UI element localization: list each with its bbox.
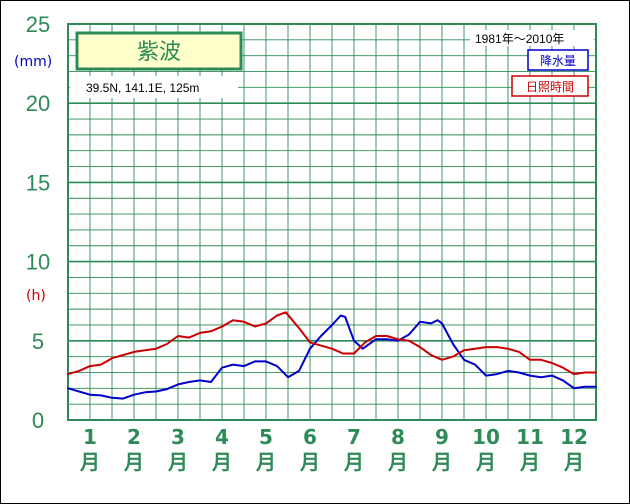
y-tick-label: 0 bbox=[32, 408, 44, 433]
legend-sunshine: 日照時間 bbox=[526, 80, 574, 94]
x-tick-label-suffix: 月 bbox=[519, 450, 540, 474]
y-tick-label: 15 bbox=[26, 170, 50, 195]
series-lines bbox=[67, 311, 597, 400]
x-tick-label-suffix: 月 bbox=[431, 450, 452, 474]
unit-label-h: (h) bbox=[26, 288, 46, 304]
station-name-box bbox=[75, 31, 243, 71]
y-tick-labels: 0 5 10 15 20 25 bbox=[26, 12, 50, 433]
location-text: 39.5N, 141.1E, 125m bbox=[86, 81, 199, 95]
grid-minor-lines bbox=[68, 24, 596, 420]
y-tick-label: 5 bbox=[32, 329, 44, 354]
x-tick-label-suffix: 月 bbox=[255, 450, 276, 474]
series-line-sunshine bbox=[67, 311, 597, 376]
x-tick-label-month: 12 bbox=[560, 425, 588, 449]
legend-sunshine-box bbox=[511, 75, 589, 97]
x-tick-label-month: 8 bbox=[391, 425, 405, 449]
x-tick-label-suffix: 月 bbox=[343, 450, 364, 474]
legend-precipitation-box bbox=[527, 49, 589, 71]
unit-label-mm: (mm) bbox=[14, 54, 52, 70]
x-tick-label-suffix: 月 bbox=[475, 450, 496, 474]
series-line-precipitation bbox=[67, 314, 597, 400]
x-tick-label-suffix: 月 bbox=[123, 450, 144, 474]
x-tick-label-month: 4 bbox=[215, 425, 229, 449]
y-tick-label: 20 bbox=[26, 91, 50, 116]
x-tick-label-suffix: 月 bbox=[563, 450, 584, 474]
x-tick-label-month: 10 bbox=[472, 425, 500, 449]
x-tick-label-month: 5 bbox=[259, 425, 273, 449]
x-tick-label-month: 7 bbox=[347, 425, 361, 449]
x-tick-label-suffix: 月 bbox=[79, 450, 100, 474]
x-tick-label-suffix: 月 bbox=[299, 450, 320, 474]
x-tick-label-month: 11 bbox=[516, 425, 544, 449]
station-name: 紫波 bbox=[137, 40, 181, 65]
plot-border bbox=[67, 23, 597, 421]
x-tick-label-suffix: 月 bbox=[387, 450, 408, 474]
x-tick-label-suffix: 月 bbox=[211, 450, 232, 474]
period-box bbox=[470, 30, 594, 46]
legend-precipitation: 降水量 bbox=[540, 54, 576, 68]
grid-major-lines bbox=[68, 102, 596, 342]
x-tick-label-month: 9 bbox=[435, 425, 449, 449]
x-tick-label-month: 3 bbox=[171, 425, 185, 449]
x-tick-label-suffix: 月 bbox=[167, 450, 188, 474]
location-box bbox=[70, 76, 238, 98]
x-tick-label-month: 1 bbox=[83, 425, 97, 449]
y-tick-label: 25 bbox=[26, 12, 50, 37]
x-tick-label-month: 6 bbox=[303, 425, 317, 449]
x-tick-label-month: 2 bbox=[127, 425, 141, 449]
period-text: 1981年〜2010年 bbox=[475, 32, 564, 46]
y-tick-label: 10 bbox=[26, 250, 50, 275]
